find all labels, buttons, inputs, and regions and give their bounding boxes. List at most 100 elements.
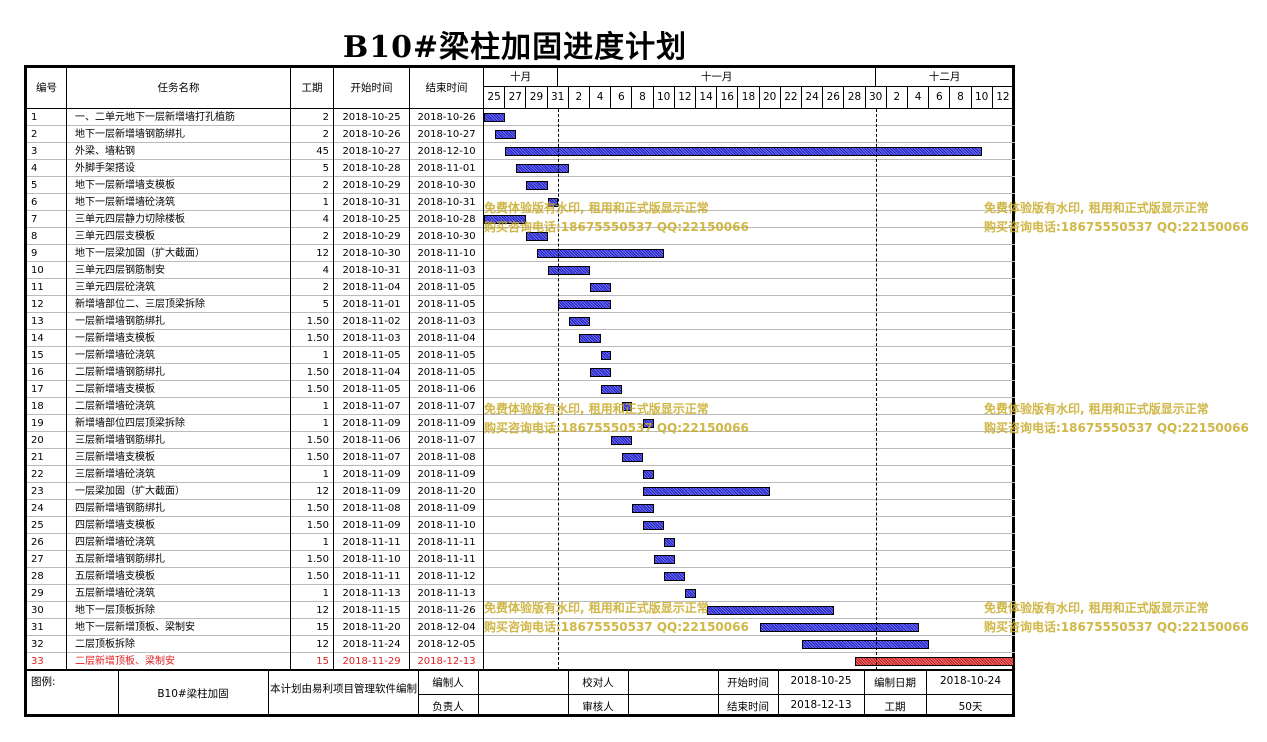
compile-date-label: 编制日期 (874, 677, 916, 689)
task-bar[interactable] (568, 317, 590, 326)
task-bar[interactable] (526, 232, 548, 241)
watermark-line2: 购买咨询电话:18675550537 QQ:22150066 (984, 620, 1249, 634)
task-name: 一层新增墙砼浇筑 (67, 347, 291, 364)
task-dur: 1 (291, 534, 334, 551)
day-header: 20 (760, 87, 781, 108)
day-header: 16 (717, 87, 739, 108)
task-start: 2018-11-11 (334, 568, 410, 585)
task-bar[interactable] (611, 436, 633, 445)
footer-block: 图例: B10#梁柱加固 本计划由易利项目管理软件编制 编制人 负责人 校对人 … (27, 671, 1015, 717)
row-gridline (484, 431, 1015, 432)
task-start: 2018-11-07 (334, 398, 410, 415)
row-gridline (484, 635, 1015, 636)
task-row: 11 三单元四层砼浇筑 2 2018-11-04 2018-11-05 (27, 279, 484, 296)
task-end: 2018-11-03 (410, 313, 484, 330)
task-bar[interactable] (505, 147, 983, 156)
row-gridline (484, 448, 1015, 449)
task-name: 一层新增墙支模板 (67, 330, 291, 347)
task-no: 19 (27, 415, 67, 432)
day-header: 8 (632, 87, 654, 108)
task-dur: 45 (291, 143, 334, 160)
task-bar[interactable] (579, 334, 601, 343)
task-dur: 12 (291, 636, 334, 653)
task-dur: 1 (291, 347, 334, 364)
row-gridline (484, 278, 1015, 279)
task-end: 2018-11-06 (410, 381, 484, 398)
col-header-name: 任务名称 (67, 68, 291, 108)
row-gridline (484, 584, 1015, 585)
day-header: 10 (654, 87, 675, 108)
task-bar[interactable] (515, 164, 569, 173)
reviewer-label: 审核人 (582, 701, 614, 713)
task-bar[interactable] (590, 368, 612, 377)
task-row: 26 四层新增墙砼浇筑 1 2018-11-11 2018-11-11 (27, 534, 484, 551)
task-bar[interactable] (558, 300, 612, 309)
task-no: 20 (27, 432, 67, 449)
row-gridline (484, 142, 1015, 143)
task-name: 地下一层新增墙砼浇筑 (67, 194, 291, 211)
task-dur: 12 (291, 602, 334, 619)
task-end: 2018-11-05 (410, 364, 484, 381)
task-bar[interactable] (855, 657, 1014, 666)
task-no: 8 (27, 228, 67, 245)
task-bar[interactable] (547, 266, 590, 275)
task-start: 2018-11-09 (334, 483, 410, 500)
task-bar[interactable] (600, 351, 612, 360)
task-dur: 15 (291, 653, 334, 670)
task-dur: 2 (291, 228, 334, 245)
task-bar[interactable] (706, 606, 834, 615)
task-row: 30 地下一层顶板拆除 12 2018-11-15 2018-11-26 (27, 602, 484, 619)
task-bar[interactable] (537, 249, 665, 258)
task-bar[interactable] (484, 113, 506, 122)
task-bar[interactable] (643, 521, 665, 530)
row-gridline (484, 397, 1015, 398)
task-name: 地下一层梁加固（扩大截面） (67, 245, 291, 262)
task-bar[interactable] (643, 470, 654, 479)
task-start: 2018-11-03 (334, 330, 410, 347)
task-bar[interactable] (759, 623, 919, 632)
task-name: 四层新增墙钢筋绑扎 (67, 500, 291, 517)
task-no: 30 (27, 602, 67, 619)
task-no: 1 (27, 109, 67, 126)
task-bar[interactable] (600, 385, 622, 394)
task-bar[interactable] (526, 181, 548, 190)
task-name: 一层梁加固（扩大截面） (67, 483, 291, 500)
task-name: 新增墙部位二、三层顶梁拆除 (67, 296, 291, 313)
task-bar[interactable] (484, 215, 527, 224)
task-bar[interactable] (621, 402, 633, 411)
task-end: 2018-11-09 (410, 415, 484, 432)
month-header: 十一月 (558, 68, 877, 87)
project-name: B10#梁柱加固 (157, 688, 229, 700)
task-bar[interactable] (494, 130, 516, 139)
row-gridline (484, 295, 1015, 296)
task-no: 3 (27, 143, 67, 160)
task-row: 21 三层新增墙支模板 1.50 2018-11-07 2018-11-08 (27, 449, 484, 466)
row-gridline (484, 312, 1015, 313)
month-divider (558, 109, 560, 670)
task-bar[interactable] (685, 589, 696, 598)
day-header: 22 (781, 87, 802, 108)
task-no: 23 (27, 483, 67, 500)
task-end: 2018-11-05 (410, 296, 484, 313)
task-bar[interactable] (632, 504, 654, 513)
col-header-no: 编号 (27, 68, 67, 108)
row-gridline (484, 601, 1015, 602)
task-bar[interactable] (590, 283, 612, 292)
task-bar[interactable] (802, 640, 930, 649)
task-bar[interactable] (547, 198, 559, 207)
task-bar[interactable] (643, 419, 654, 428)
task-bar[interactable] (653, 555, 675, 564)
task-bar[interactable] (664, 572, 686, 581)
task-row: 6 地下一层新增墙砼浇筑 1 2018-10-31 2018-10-31 (27, 194, 484, 211)
task-row: 24 四层新增墙钢筋绑扎 1.50 2018-11-08 2018-11-09 (27, 500, 484, 517)
task-end: 2018-11-04 (410, 330, 484, 347)
task-bar[interactable] (643, 487, 771, 496)
watermark: 免费体验版有水印, 租用和正式版显示正常 购买咨询电话:18675550537 Q… (484, 599, 749, 637)
task-bar[interactable] (621, 453, 643, 462)
task-no: 5 (27, 177, 67, 194)
task-bar[interactable] (664, 538, 675, 547)
task-no: 28 (27, 568, 67, 585)
task-dur: 12 (291, 245, 334, 262)
watermark-line1: 免费体验版有水印, 租用和正式版显示正常 (484, 201, 709, 215)
task-end: 2018-11-11 (410, 534, 484, 551)
